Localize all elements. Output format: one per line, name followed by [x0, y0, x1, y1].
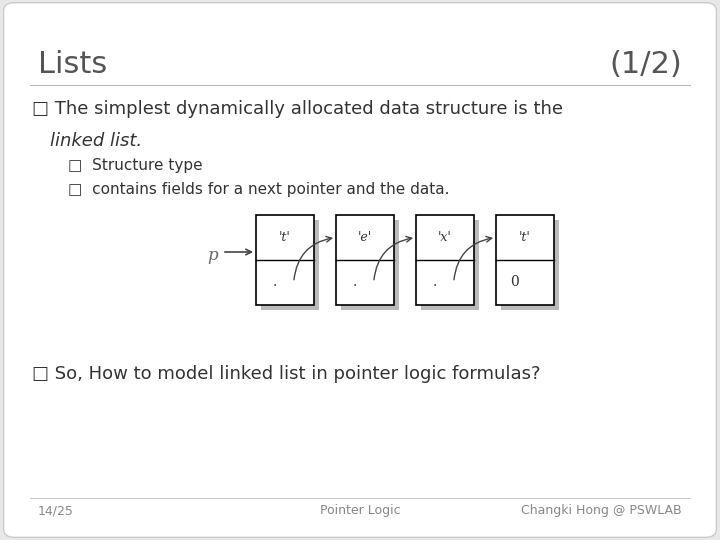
Text: 't': 't' [519, 231, 531, 244]
Text: 't': 't' [279, 231, 291, 244]
Text: p: p [207, 246, 218, 264]
Text: .: . [433, 275, 437, 289]
Text: □  Structure type: □ Structure type [68, 158, 202, 173]
Bar [261, 220, 319, 310]
Text: .: . [273, 275, 277, 289]
Text: 'e': 'e' [358, 231, 372, 244]
Text: Lists: Lists [38, 50, 107, 79]
Bar [416, 215, 474, 305]
Text: 'x': 'x' [438, 231, 452, 244]
Bar [421, 220, 479, 310]
Text: 0: 0 [510, 275, 519, 289]
Text: □  contains fields for a next pointer and the data.: □ contains fields for a next pointer and… [68, 182, 449, 197]
Text: Pointer Logic: Pointer Logic [320, 504, 400, 517]
Text: .: . [353, 275, 357, 289]
Bar [336, 215, 394, 305]
Text: □ The simplest dynamically allocated data structure is the: □ The simplest dynamically allocated dat… [32, 100, 563, 118]
Bar [496, 215, 554, 305]
Text: (1/2): (1/2) [609, 50, 682, 79]
Text: □ So, How to model linked list in pointer logic formulas?: □ So, How to model linked list in pointe… [32, 365, 541, 383]
Bar [341, 220, 399, 310]
Bar [501, 220, 559, 310]
Bar [256, 215, 314, 305]
Text: 14/25: 14/25 [38, 504, 74, 517]
Text: linked list.: linked list. [50, 132, 142, 150]
Text: Changki Hong @ PSWLAB: Changki Hong @ PSWLAB [521, 504, 682, 517]
